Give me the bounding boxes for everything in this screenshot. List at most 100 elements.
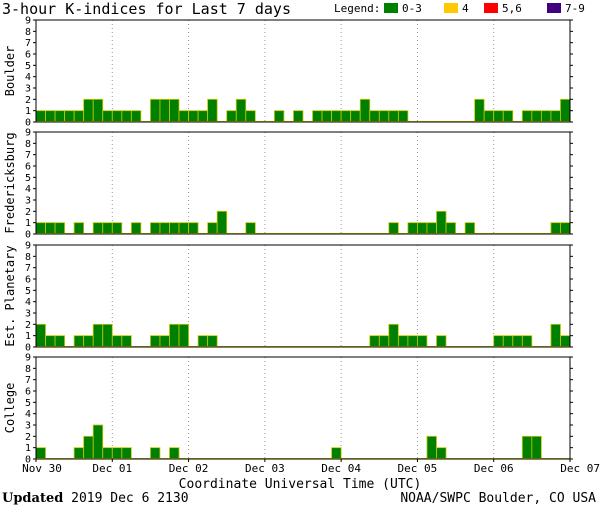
y-tick-label: 4 <box>25 72 31 83</box>
k-index-bar <box>111 222 123 235</box>
legend: Legend: <box>334 3 380 15</box>
k-index-bar <box>321 110 333 123</box>
k-index-bar <box>340 110 352 123</box>
k-index-bar <box>502 110 514 123</box>
k-index-bar <box>121 335 132 348</box>
k-index-bar <box>169 447 180 460</box>
legend-item-label: 4 <box>462 2 469 15</box>
k-index-bar <box>159 98 170 123</box>
legend-item-0-3: 0-3 <box>384 3 422 15</box>
k-index-bar <box>235 98 247 123</box>
k-index-bar <box>92 323 104 348</box>
x-axis-label: Coordinate Universal Time (UTC) <box>178 477 422 492</box>
updated-value: 2019 Dec 6 2130 <box>71 491 189 506</box>
y-tick-label: 3 <box>25 309 31 320</box>
k-index-bar <box>388 323 399 348</box>
k-index-bar <box>45 110 56 123</box>
legend-item-label: 0-3 <box>402 2 422 15</box>
source-credit: NOAA/SWPC Boulder, CO USA <box>400 491 596 506</box>
k-index-bar <box>560 335 571 348</box>
y-tick-label: 8 <box>25 139 31 150</box>
k-index-bar <box>216 210 228 235</box>
k-index-bar <box>169 98 180 123</box>
k-index-bar <box>45 335 56 348</box>
y-tick-label: 7 <box>25 38 31 49</box>
k-index-bar <box>178 110 189 123</box>
k-index-bar <box>73 222 85 235</box>
k-index-bar <box>130 110 142 123</box>
k-index-bar <box>531 110 542 123</box>
k-index-bar <box>102 110 113 123</box>
k-index-bar <box>436 335 447 348</box>
k-index-bar <box>493 110 504 123</box>
panel-frame <box>35 131 571 235</box>
k-index-bar <box>397 110 409 123</box>
legend-label: Legend: <box>334 2 381 15</box>
k-index-bar <box>407 222 418 235</box>
k-index-bar <box>350 110 361 123</box>
panel-label: Fredericksburg <box>3 132 17 233</box>
k-index-bar <box>388 110 399 123</box>
k-index-bar <box>83 335 94 348</box>
k-index-bar <box>378 110 390 123</box>
k-index-bar <box>178 222 189 235</box>
y-tick-label: 5 <box>25 173 31 184</box>
k-index-bar <box>150 335 161 348</box>
y-tick-label: 3 <box>25 196 31 207</box>
y-tick-label: 9 <box>25 241 31 252</box>
y-tick-label: 6 <box>25 275 31 286</box>
k-index-bar <box>83 435 94 460</box>
k-index-bar <box>369 110 380 123</box>
k-index-bar <box>502 335 514 348</box>
y-tick-label: 8 <box>25 27 31 38</box>
y-tick-label: 9 <box>25 16 31 27</box>
k-index-bar <box>197 335 209 348</box>
k-index-bar <box>436 210 447 235</box>
k-index-bar <box>150 447 161 460</box>
k-index-bar <box>426 435 437 460</box>
legend-item-4: 4 <box>444 3 469 15</box>
legend-item-5-6: 5,6 <box>484 3 522 15</box>
k-index-bar <box>445 222 456 235</box>
x-tick-label: Dec 03 <box>245 462 285 475</box>
k-index-bar <box>331 110 342 123</box>
k-index-bar <box>54 222 66 235</box>
y-tick-label: 9 <box>25 353 31 364</box>
k-index-bar <box>521 335 533 348</box>
k-index-bar <box>245 222 256 235</box>
y-tick-label: 8 <box>25 364 31 375</box>
k-index-bar <box>73 110 85 123</box>
x-tick-label: Nov 30 <box>22 462 62 475</box>
k-index-bar <box>159 335 170 348</box>
y-tick-label: 5 <box>25 286 31 297</box>
k-index-bar <box>169 222 180 235</box>
k-index-bar <box>121 447 132 460</box>
y-tick-label: 6 <box>25 50 31 61</box>
legend-swatch-purple <box>547 3 561 13</box>
k-index-bar <box>35 323 46 348</box>
k-index-bar <box>417 335 428 348</box>
k-index-bar <box>540 110 552 123</box>
legend-swatch-green <box>384 3 398 13</box>
x-tick-label: Dec 02 <box>169 462 209 475</box>
k-index-bar <box>207 222 218 235</box>
panel-label: College <box>3 383 17 434</box>
k-index-bar <box>130 222 142 235</box>
k-index-bar <box>417 222 428 235</box>
chart-title: 3-hour K-indices for Last 7 days <box>2 0 291 18</box>
y-tick-label: 4 <box>25 297 31 308</box>
k-index-bar <box>436 447 447 460</box>
k-index-bar <box>426 222 437 235</box>
y-tick-label: 1 <box>25 443 31 454</box>
y-tick-label: 8 <box>25 252 31 263</box>
k-index-bar <box>73 447 85 460</box>
k-index-bar <box>35 447 46 460</box>
k-index-bar <box>111 335 123 348</box>
k-index-bar <box>512 335 523 348</box>
k-index-bar <box>54 110 66 123</box>
y-tick-label: 0 <box>25 118 31 129</box>
k-index-bar <box>474 98 485 123</box>
k-index-bar <box>121 110 132 123</box>
k-index-bar <box>226 110 237 123</box>
